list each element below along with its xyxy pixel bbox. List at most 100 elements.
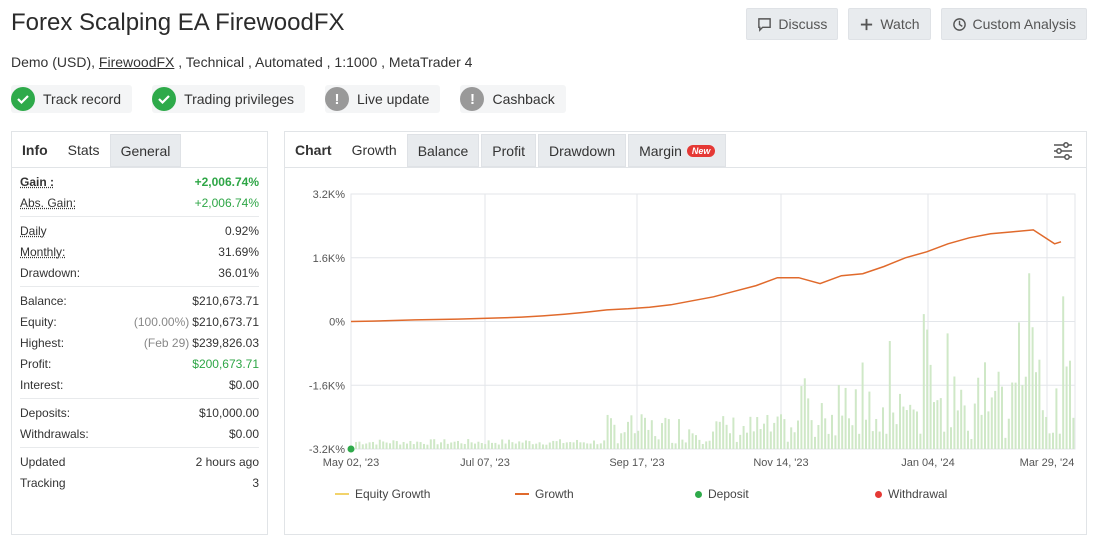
volume-bar [933, 402, 935, 449]
volume-bar [688, 429, 691, 449]
withdrawals-value: $0.00 [228, 426, 259, 441]
volume-bar [810, 420, 813, 449]
volume-bar [1072, 417, 1075, 449]
volume-bar [926, 329, 929, 449]
volume-bar [633, 433, 636, 449]
volume-bar [936, 400, 939, 449]
gain-label[interactable]: Gain : [20, 174, 55, 189]
volume-bar [997, 371, 1000, 449]
x-tick-label: May 02, '23 [323, 457, 380, 469]
tab-profit[interactable]: Profit [481, 134, 536, 167]
volume-bar [416, 441, 419, 449]
volume-bar [1065, 366, 1068, 449]
tab-margin[interactable]: Margin New [628, 134, 727, 167]
volume-bar [616, 443, 619, 449]
volume-bar [446, 443, 449, 449]
volume-bar [922, 314, 925, 449]
legend-deposit[interactable]: Deposit [695, 487, 875, 501]
tab-chart[interactable]: Chart [295, 141, 332, 158]
volume-bar [372, 441, 374, 449]
volume-bar [705, 441, 708, 449]
volume-bar [395, 441, 398, 449]
deposits-value: $10,000.00 [198, 405, 259, 420]
legend-label: Deposit [708, 487, 749, 501]
stats-panel: Info Stats General Gain : +2,006.74% Abs.… [11, 131, 268, 535]
interest-label: Interest: [20, 377, 64, 392]
volume-bar [712, 431, 714, 449]
daily-label[interactable]: Daily [20, 223, 47, 238]
chat-icon [758, 17, 772, 32]
volume-bar [593, 440, 595, 449]
volume-bar [848, 418, 850, 449]
volume-bar [606, 414, 609, 449]
volume-bar [667, 419, 670, 449]
volume-bar [596, 444, 599, 449]
volume-bar [834, 435, 837, 449]
volume-bar [827, 433, 830, 449]
volume-bar [973, 403, 976, 449]
volume-bar [623, 432, 626, 449]
volume-bar [630, 415, 633, 449]
tab-stats[interactable]: Stats [57, 132, 110, 167]
volume-bar [752, 431, 755, 449]
volume-bar [613, 424, 616, 449]
legend-swatch [515, 493, 529, 495]
volume-bar [389, 443, 391, 449]
volume-bar [718, 421, 721, 449]
volume-bar [990, 397, 993, 449]
volume-bar [378, 439, 381, 449]
tab-info[interactable]: Info [22, 141, 48, 158]
abs-gain-value: +2,006.74% [194, 195, 259, 210]
volume-bar [521, 442, 524, 449]
volume-bar [793, 432, 796, 449]
volume-bar [620, 433, 623, 449]
x-tick-label: Jul 07, '23 [460, 457, 510, 469]
volume-bar [361, 444, 364, 449]
author-link[interactable]: FirewoodFX [98, 54, 175, 70]
discuss-button[interactable]: Discuss [746, 8, 839, 40]
volume-bar [538, 442, 541, 449]
volume-bar [1041, 410, 1044, 449]
settings-sliders-icon[interactable] [1052, 140, 1074, 162]
volume-bar [440, 442, 442, 449]
volume-bar [494, 442, 497, 449]
volume-bar [640, 414, 643, 449]
tab-growth[interactable]: Growth [341, 132, 407, 167]
volume-bar [1021, 385, 1024, 449]
volume-bar [970, 438, 973, 449]
volume-bar [528, 441, 531, 449]
badge-track-record: Track record [11, 85, 133, 113]
volume-bar [1014, 382, 1017, 449]
volume-bar [375, 444, 378, 449]
highest-label: Highest: [20, 335, 65, 350]
page-title: Forex Scalping EA FirewoodFX [11, 9, 345, 36]
volume-bar [419, 442, 422, 449]
custom-analysis-button[interactable]: Custom Analysis [940, 8, 1087, 40]
highest-date: (Feb 29) [143, 335, 190, 350]
monthly-label[interactable]: Monthly: [20, 244, 66, 259]
tab-drawdown[interactable]: Drawdown [537, 134, 627, 167]
volume-bar [457, 440, 459, 449]
volume-bar [426, 444, 429, 449]
legend-swatch [335, 493, 349, 495]
volume-bar [406, 443, 408, 449]
volume-bar [531, 444, 534, 449]
custom-analysis-label: Custom Analysis [972, 16, 1076, 32]
volume-bar [1035, 372, 1037, 449]
volume-bar [661, 423, 663, 449]
volume-bar [882, 407, 884, 449]
watch-button[interactable]: Watch [848, 8, 931, 40]
tab-balance[interactable]: Balance [406, 134, 480, 167]
account-subtitle: Demo (USD), FirewoodFX , Technical , Aut… [11, 54, 472, 70]
volume-bar [565, 442, 568, 449]
legend-growth[interactable]: Growth [515, 487, 695, 501]
legend-equity-growth[interactable]: Equity Growth [335, 487, 515, 501]
abs-gain-label[interactable]: Abs. Gain: [20, 195, 77, 210]
volume-bar [514, 443, 517, 449]
legend-withdrawal[interactable]: Withdrawal [875, 487, 1055, 501]
volume-bar [912, 409, 915, 449]
volume-bar [763, 423, 765, 449]
volume-bar [525, 440, 527, 449]
volume-bar [725, 424, 728, 449]
tab-general[interactable]: General [109, 134, 182, 167]
